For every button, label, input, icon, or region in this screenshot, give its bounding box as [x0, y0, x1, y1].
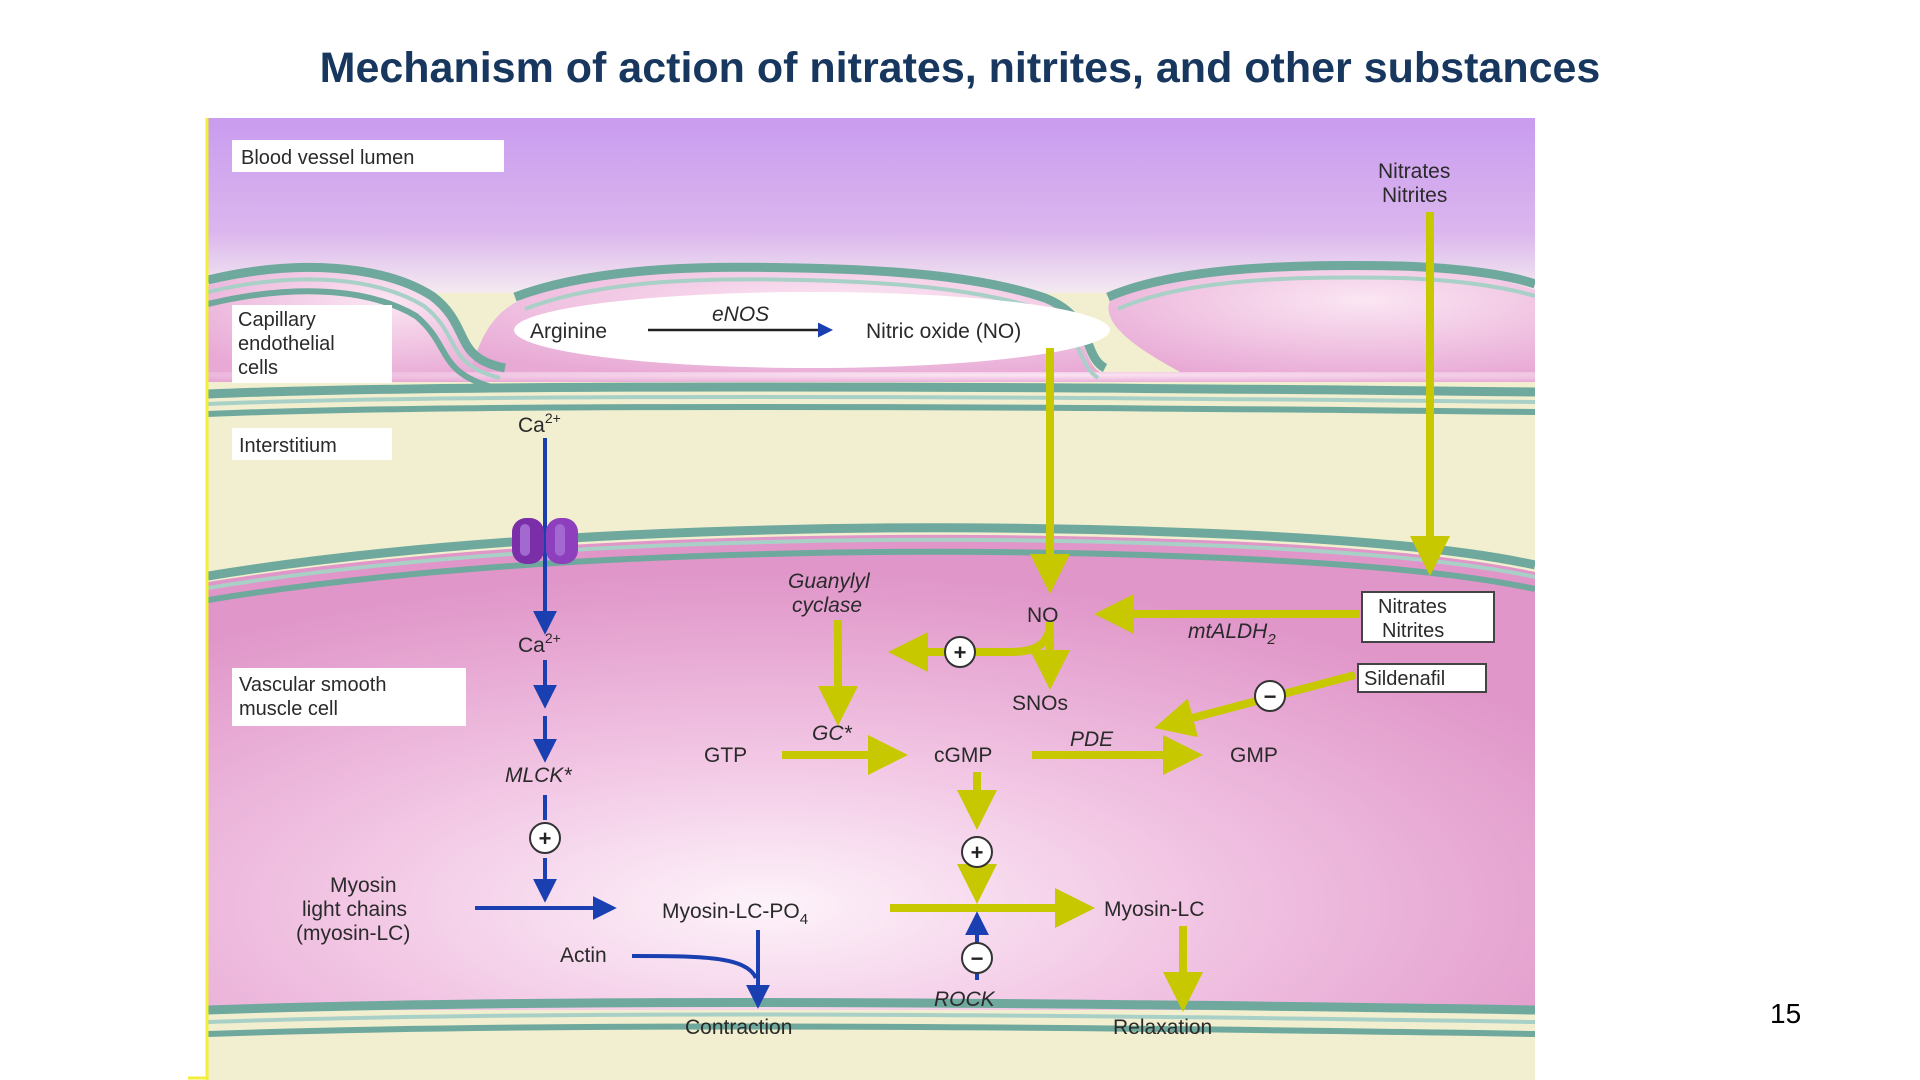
svg-text:−: −: [1264, 684, 1277, 709]
plus-circle-no-gc: +: [944, 636, 976, 668]
svg-text:muscle cell: muscle cell: [239, 698, 338, 720]
actin-label: Actin: [560, 944, 607, 967]
slide-title: Mechanism of action of nitrates, nitrite…: [319, 44, 1601, 92]
yellow-pathway-arrows: [782, 212, 1450, 1012]
snos-label: SNOs: [1012, 692, 1068, 715]
relaxation-label: Relaxation: [1113, 1016, 1212, 1039]
nitrates-nitrites-box: Nitrates Nitrites: [1361, 591, 1495, 643]
svg-text:Nitrites: Nitrites: [1382, 620, 1444, 642]
svg-text:Capillary: Capillary: [238, 309, 316, 331]
sildenafil-box: Sildenafil: [1357, 663, 1487, 693]
guanylyl-label: Guanylyl: [788, 570, 871, 593]
calcium-channel-icon: [512, 518, 578, 564]
myosin-label-2: light chains: [302, 898, 407, 921]
ca-top-label: Ca2+: [518, 410, 561, 437]
ca-inside-label: Ca2+: [518, 630, 561, 657]
label-interstitium: Interstitium: [232, 428, 392, 460]
minus-circle-sildenafil: −: [1254, 680, 1286, 712]
svg-text:Vascular smooth: Vascular smooth: [239, 674, 386, 696]
plus-circle-mlck: +: [529, 822, 561, 854]
svg-text:+: +: [971, 840, 984, 865]
mtaldh-label: mtALDH2: [1188, 620, 1276, 648]
contraction-label: Contraction: [685, 1016, 792, 1039]
myosin-lc-po4-label: Myosin-LC-PO4: [662, 900, 808, 928]
label-capillary-endothelial-cells: Capillary endothelial cells: [232, 305, 392, 383]
gc-star-label: GC*: [812, 722, 853, 745]
cyclase-label: cyclase: [792, 594, 862, 617]
svg-text:Sildenafil: Sildenafil: [1364, 668, 1445, 690]
svg-text:cells: cells: [238, 357, 278, 379]
pde-label: PDE: [1070, 728, 1114, 751]
svg-text:Nitrates: Nitrates: [1378, 596, 1447, 618]
rock-label: ROCK: [934, 988, 996, 1011]
page-number: 15: [1770, 998, 1802, 1029]
svg-text:Interstitium: Interstitium: [239, 435, 337, 457]
blue-pathway-arrows: [475, 438, 989, 1009]
no-label: NO: [1027, 604, 1059, 627]
myosin-lc-label: Myosin-LC: [1104, 898, 1204, 921]
plus-circle-cgmp: +: [961, 836, 993, 868]
myosin-label-3: (myosin-LC): [296, 922, 410, 945]
svg-text:Blood vessel lumen: Blood vessel lumen: [241, 147, 414, 169]
arginine-label: Arginine: [530, 320, 607, 343]
svg-text:endothelial: endothelial: [238, 333, 335, 355]
nitrates-top-label: Nitrates: [1378, 160, 1450, 183]
svg-text:+: +: [954, 640, 967, 665]
nitric-oxide-label: Nitric oxide (NO): [866, 320, 1021, 343]
label-vascular-smooth-muscle-cell: Vascular smooth muscle cell: [232, 668, 466, 726]
cgmp-label: cGMP: [934, 744, 992, 767]
svg-text:−: −: [971, 946, 984, 971]
gtp-label: GTP: [704, 744, 747, 767]
enos-label: eNOS: [712, 303, 769, 326]
svg-text:+: +: [539, 826, 552, 851]
minus-circle-rock: −: [961, 942, 993, 974]
gmp-label: GMP: [1230, 744, 1278, 767]
mlck-label: MLCK*: [505, 764, 572, 787]
label-blood-vessel-lumen: Blood vessel lumen: [232, 140, 504, 172]
actin-arrow: [631, 954, 758, 980]
myosin-label-1: Myosin: [330, 874, 397, 897]
nitrites-top-label: Nitrites: [1382, 184, 1447, 207]
